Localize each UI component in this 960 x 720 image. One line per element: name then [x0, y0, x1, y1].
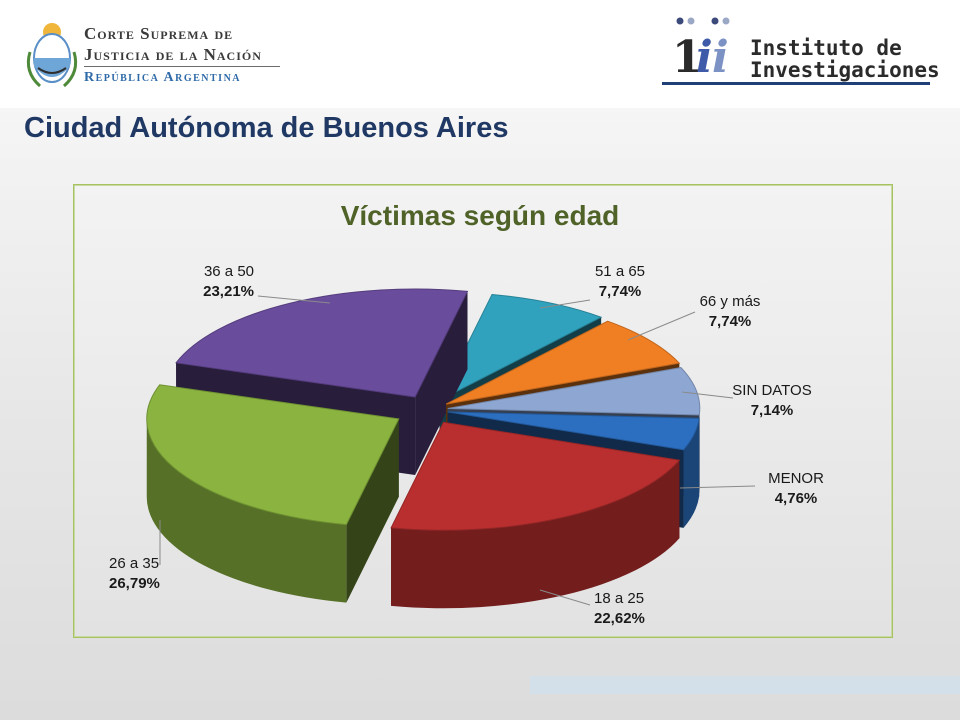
slice-value-label: 22,62%	[594, 610, 645, 627]
svg-text:i: i	[712, 32, 729, 83]
instituto-logo-icon: 1 i i	[672, 17, 730, 83]
leader-line	[627, 311, 696, 341]
pie-slice-top	[175, 288, 469, 398]
footer-strip	[530, 676, 960, 694]
pie-slice-side	[146, 418, 347, 603]
slice-value-label: 4,76%	[775, 490, 818, 507]
slice-value-label: 23,21%	[203, 283, 254, 300]
slice-category-label: 18 a 25	[594, 590, 644, 607]
csjn-divider	[84, 66, 280, 67]
slice-value-label: 26,79%	[109, 575, 160, 592]
csjn-name-line2: Justicia de la Nación	[84, 45, 262, 64]
pie-slice-top	[447, 411, 700, 451]
instituto-name-line1: Instituto de	[750, 36, 902, 60]
slice-category-label: 66 y más	[700, 293, 761, 310]
slice-value-label: 7,74%	[599, 283, 642, 300]
slice-category-label: 36 a 50	[204, 263, 254, 280]
leader-line	[679, 485, 756, 489]
pie-slice-side	[391, 460, 680, 609]
header-band	[0, 0, 960, 108]
coat-of-arms-icon	[26, 23, 78, 88]
slice-category-label: MENOR	[768, 470, 824, 487]
csjn-country: República Argentina	[84, 70, 242, 85]
leader-line	[681, 391, 734, 399]
pie-slice-5	[146, 384, 400, 603]
leader-line	[257, 295, 331, 304]
pie-slice-4	[390, 421, 681, 609]
svg-text:i: i	[696, 32, 713, 83]
pie-slice-wall	[415, 291, 468, 475]
pie-slice-top	[146, 384, 400, 526]
slice-value-label: 7,14%	[751, 402, 794, 419]
chart-title: Víctimas según edad	[340, 200, 620, 231]
leader-line	[539, 589, 591, 606]
pie-slice-top	[445, 320, 681, 405]
instituto-name-line2: Investigaciones	[750, 58, 940, 82]
leader-line	[539, 299, 591, 309]
slice-value-label: 7,74%	[709, 313, 752, 330]
slice-category-label: 26 a 35	[109, 555, 159, 572]
page-title: Ciudad Autónoma de Buenos Aires	[24, 112, 509, 144]
slice-category-label: SIN DATOS	[732, 382, 811, 399]
pie-slice-top	[438, 293, 603, 402]
slice-category-label: 51 a 65	[595, 263, 645, 280]
pie-slice-top	[447, 367, 701, 416]
csjn-name-line1: Corte Suprema de	[84, 24, 234, 43]
pie-slice-top	[390, 421, 681, 531]
instituto-divider	[662, 82, 930, 85]
svg-text:1: 1	[672, 32, 703, 83]
